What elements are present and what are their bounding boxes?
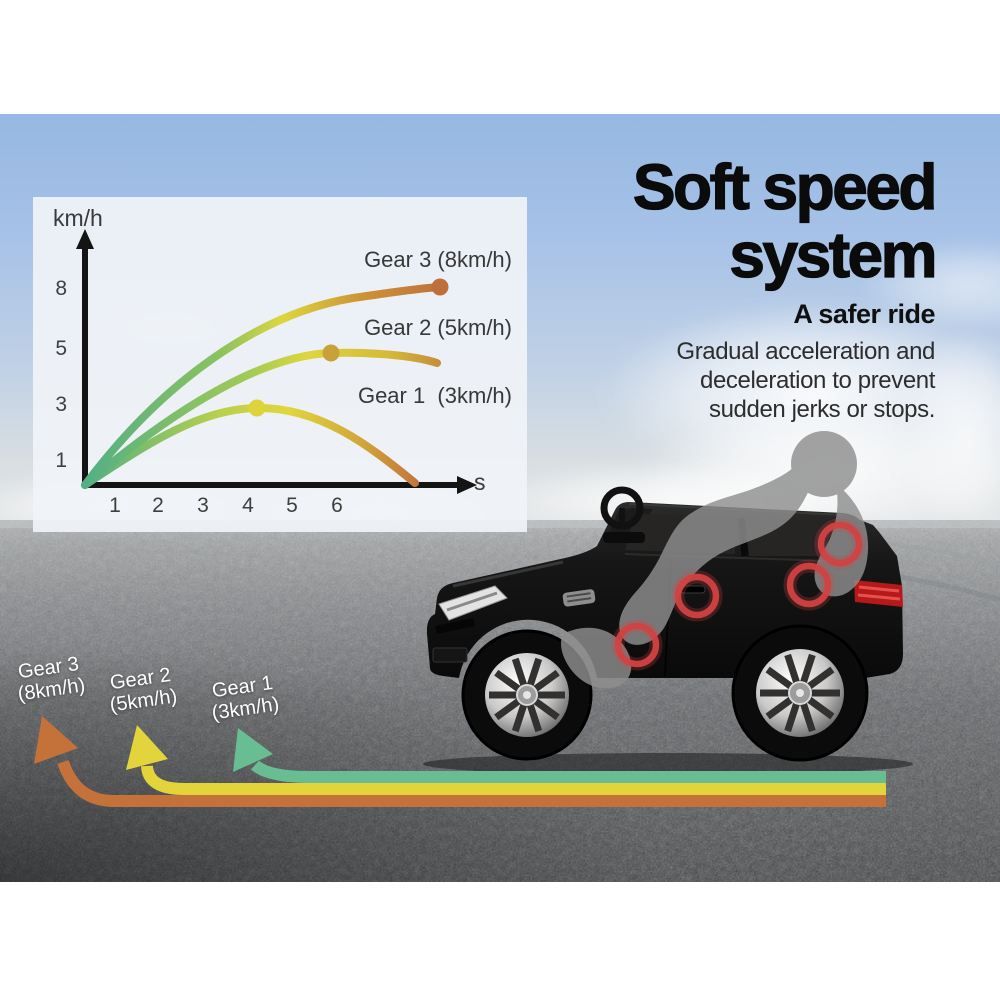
gear3-top-speed-dot (431, 278, 449, 296)
steering-wheel (600, 486, 645, 543)
gear2-ground-arrow (126, 725, 886, 795)
x-tick-3: 3 (197, 494, 209, 517)
curve-gear2 (81, 348, 441, 489)
description-line: sudden jerks or stops. (709, 395, 935, 423)
rear-wheel (731, 624, 869, 762)
headline-block: Soft speed system A safer ride Gradual a… (632, 151, 938, 424)
title-line-1: Soft speed (632, 151, 938, 223)
gear3-arrowhead-icon (34, 716, 78, 764)
x-tick-6: 6 (331, 494, 343, 517)
x-tick-2: 2 (152, 494, 164, 517)
ride-on-car-illustration (423, 431, 913, 775)
impact-rings (611, 518, 866, 671)
x-tick-4: 4 (242, 494, 254, 517)
front-wheel (461, 629, 593, 761)
description-line: deceleration to prevent (700, 366, 935, 394)
curve-gear3 (81, 283, 444, 489)
child-silhouette (560, 431, 869, 689)
fog-light-insert (432, 647, 468, 663)
speed-chart-panel: km/h s 8 5 3 1 1 2 3 4 5 6 Gear 3 (8km/h… (33, 197, 527, 532)
chart-axes (76, 229, 477, 494)
y-tick-1: 1 (55, 449, 67, 472)
y-axis-label: km/h (53, 205, 103, 231)
y-tick-3: 3 (55, 393, 67, 416)
curve-label-gear2: Gear 2 (5km/h) (364, 315, 512, 340)
gear1-top-speed-dot (248, 399, 266, 417)
gear2-arrowhead-icon (126, 725, 168, 770)
gear3-ground-arrow (34, 716, 886, 807)
hood-highlight (452, 560, 564, 588)
side-vent (562, 589, 596, 607)
speed-chart-figure (76, 229, 477, 494)
x-axis-arrowhead (457, 476, 477, 494)
title-line-2: system (729, 218, 938, 291)
gear-speed-arrows (34, 716, 886, 807)
y-tick-8: 8 (55, 277, 67, 300)
x-axis-label: s (474, 469, 486, 495)
page-title: Soft speed system (632, 151, 938, 291)
curve-label-gear1: Gear 1 (3km/h) (357, 383, 512, 408)
impact-ring (786, 562, 832, 608)
curve-label-gear3: Gear 3 (8km/h) (364, 247, 512, 272)
impact-ring (614, 622, 660, 668)
description: Gradual acceleration and deceleration to… (633, 337, 935, 424)
gear1-arrowhead-icon (233, 728, 273, 772)
product-photo-scene: km/h s 8 5 3 1 1 2 3 4 5 6 Gear 3 (8km/h… (0, 114, 1000, 882)
front-grille (435, 618, 475, 634)
headlight (438, 585, 508, 621)
gear1-ground-arrow (233, 728, 886, 783)
impact-ring (674, 573, 720, 619)
y-axis-arrowhead (76, 229, 94, 249)
x-tick-1: 1 (109, 494, 121, 517)
x-tick-5: 5 (286, 494, 298, 517)
impact-ring (817, 521, 863, 567)
description-line: Gradual acceleration and (676, 337, 935, 365)
y-tick-5: 5 (55, 337, 67, 360)
gear2-top-speed-dot (322, 344, 340, 362)
taillight (854, 580, 903, 607)
subtitle: A safer ride (793, 298, 935, 329)
